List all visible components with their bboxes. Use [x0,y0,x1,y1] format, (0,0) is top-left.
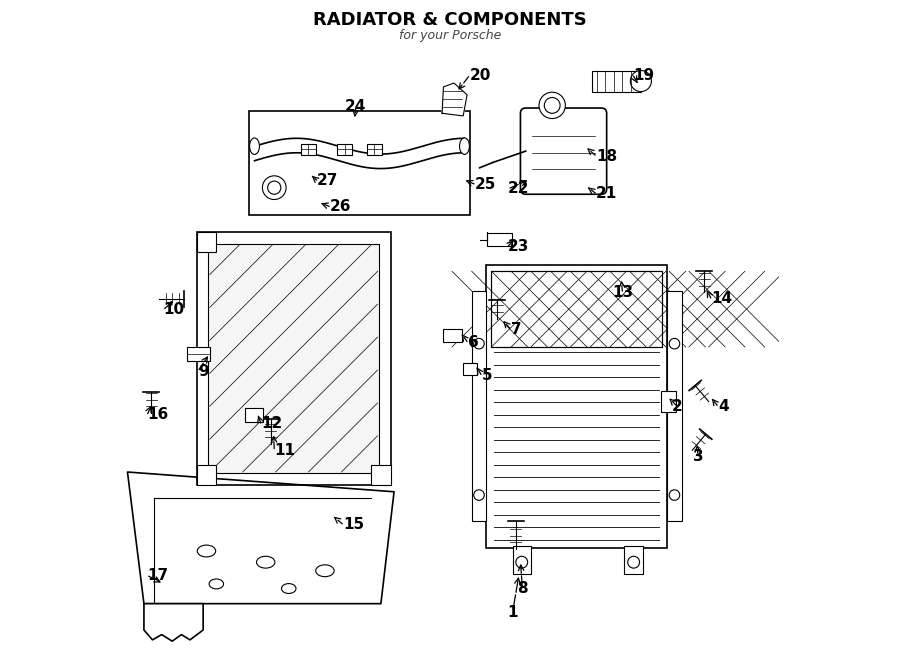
Text: 11: 11 [274,443,295,458]
Ellipse shape [460,138,470,155]
Bar [512,547,531,574]
Bar [486,264,667,548]
Bar [367,143,382,155]
Circle shape [544,97,560,113]
Text: 10: 10 [164,302,184,317]
Text: 19: 19 [633,67,654,83]
Text: 6: 6 [468,335,479,350]
Circle shape [670,490,680,500]
Bar [196,232,391,485]
Bar [371,465,391,485]
Bar [196,465,216,485]
Text: 4: 4 [718,399,728,414]
Circle shape [516,557,527,568]
Bar [444,329,462,342]
Bar [209,244,379,473]
Bar [302,143,316,155]
Text: 26: 26 [330,199,352,214]
Ellipse shape [316,565,334,576]
Text: 2: 2 [671,399,682,414]
Circle shape [263,176,286,200]
Bar [196,232,216,252]
Text: 16: 16 [148,407,168,422]
Text: 17: 17 [148,568,168,583]
Text: 3: 3 [693,449,704,465]
Ellipse shape [209,579,223,589]
Bar [249,111,470,215]
Bar [338,143,352,155]
Text: 18: 18 [596,149,617,163]
Text: 22: 22 [508,182,529,196]
Ellipse shape [256,557,274,568]
Text: 9: 9 [198,364,209,379]
Bar [661,391,677,412]
Text: 21: 21 [596,186,617,201]
Circle shape [267,181,281,194]
Polygon shape [144,603,203,641]
Circle shape [627,557,640,568]
Bar [491,271,662,347]
Text: 12: 12 [261,416,283,432]
Circle shape [670,338,680,349]
Bar [245,408,263,422]
Text: 24: 24 [346,99,366,114]
Text: 23: 23 [508,239,529,254]
Ellipse shape [197,545,216,557]
Bar [186,347,210,362]
Ellipse shape [249,138,259,155]
Bar [491,271,662,347]
Text: 20: 20 [470,67,491,83]
Circle shape [473,338,484,349]
Ellipse shape [282,584,296,594]
Circle shape [473,490,484,500]
Text: 15: 15 [344,517,364,532]
Text: RADIATOR & COMPONENTS: RADIATOR & COMPONENTS [313,11,587,29]
Text: 14: 14 [711,292,733,307]
Polygon shape [128,472,394,603]
Text: for your Porsche: for your Porsche [399,29,501,42]
Polygon shape [442,83,467,116]
Text: 8: 8 [518,581,527,596]
Bar [625,547,643,574]
Circle shape [539,93,565,118]
Text: 1: 1 [508,605,518,620]
Text: 27: 27 [317,173,338,188]
FancyBboxPatch shape [520,108,607,194]
Bar [487,233,512,247]
Text: 13: 13 [612,285,633,300]
Ellipse shape [630,71,652,92]
Bar [463,363,477,375]
Bar [472,291,486,522]
Bar [591,71,641,92]
Text: 25: 25 [475,177,497,192]
Text: 7: 7 [510,322,521,336]
Text: 5: 5 [482,368,492,383]
Bar [667,291,681,522]
